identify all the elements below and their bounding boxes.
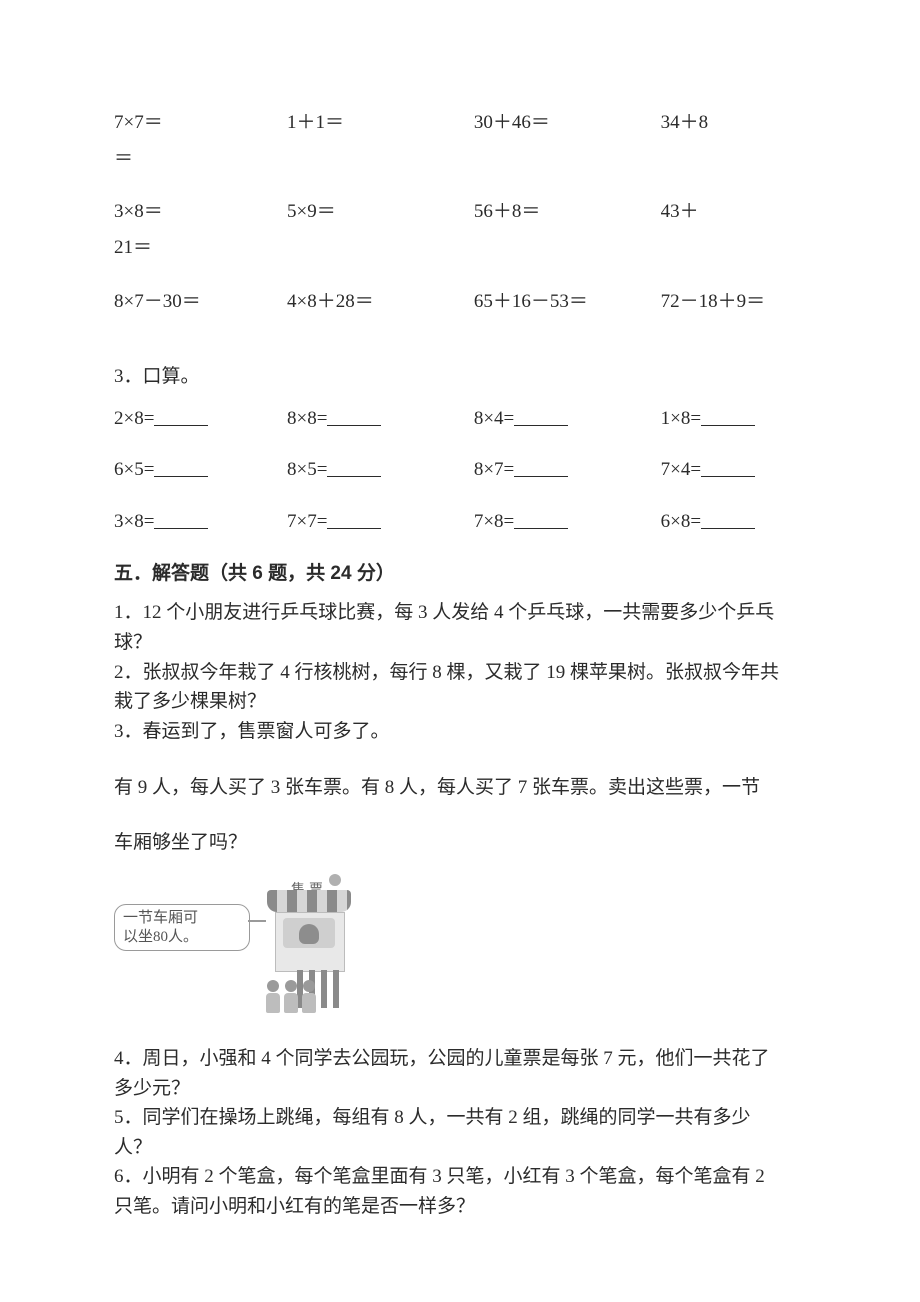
answer-blank: [514, 406, 568, 426]
worksheet-page: 7×7＝ 1＋1＝ 30＋46＝ 34＋8 ＝ 3×8＝ 5×9＝ 56＋8＝ …: [0, 0, 920, 1302]
expr-blank: 8×5=: [287, 455, 474, 483]
question-text: 2．张叔叔今年栽了 4 行核桃树，每行 8 棵，又栽了 19 棵苹果树。张叔叔今…: [114, 660, 806, 686]
expr-blank: 7×7=: [287, 507, 474, 535]
answer-blank: [327, 406, 381, 426]
expr-blank: 6×5=: [114, 455, 287, 483]
subsection-title: 3．口算。: [114, 364, 806, 390]
speech-text: 以坐80人。: [123, 928, 241, 948]
question-text: 人？: [114, 1135, 806, 1161]
speech-tail-icon: [248, 920, 266, 922]
answer-blank: [154, 509, 208, 529]
expr: 43＋: [661, 199, 806, 225]
sign-head-icon: [329, 874, 341, 886]
expr: 5×9＝: [287, 199, 474, 225]
speech-bubble: 一节车厢可 以坐80人。: [114, 904, 250, 951]
clerk-icon: [299, 924, 319, 944]
expr: 65＋16－53＝: [474, 289, 661, 315]
expr: 6×5=: [114, 459, 154, 480]
question-text: 球？: [114, 630, 806, 656]
expr: 56＋8＝: [474, 199, 661, 225]
expr-wrap: 21＝: [114, 235, 806, 261]
expr: 3×8＝: [114, 199, 287, 225]
expr: 7×8=: [474, 511, 514, 532]
question-text: 1．12 个小朋友进行乒乓球比赛，每 3 人发给 4 个乒乓球，一共需要多少个乒…: [114, 600, 806, 626]
expr: 8×7－30＝: [114, 289, 287, 315]
answer-blank: [701, 509, 755, 529]
answer-blank: [701, 457, 755, 477]
answer-blank: [327, 457, 381, 477]
arith-row: 3×8＝ 5×9＝ 56＋8＝ 43＋: [114, 199, 806, 225]
expr-blank: 6×8=: [661, 507, 806, 535]
question-text: 4．周日，小强和 4 个同学去公园玩，公园的儿童票是每张 7 元，他们一共花了: [114, 1046, 806, 1072]
expr: 1＋1＝: [287, 110, 474, 136]
child-icon: [264, 980, 282, 1014]
answer-blank: [327, 509, 381, 529]
question-text: 只笔。请问小明和小红有的笔是否一样多？: [114, 1194, 806, 1220]
question-text: 3．春运到了，售票窗人可多了。: [114, 719, 806, 745]
expr: 72－18＋9＝: [661, 289, 806, 315]
expr-wrap: ＝: [114, 146, 806, 172]
expr: 7×7＝: [114, 110, 287, 136]
question-text: 多少元？: [114, 1076, 806, 1102]
section-title: 五．解答题（共 6 题，共 24 分）: [114, 561, 806, 587]
expr: 8×8=: [287, 408, 327, 429]
booth-roof-icon: [267, 890, 351, 912]
arith-row: 6×5= 8×5= 8×7= 7×4=: [114, 455, 806, 483]
expr: 7×7=: [287, 511, 327, 532]
expr: 7×4=: [661, 459, 701, 480]
expr: 3×8=: [114, 511, 154, 532]
expr-blank: 1×8=: [661, 404, 806, 432]
arith-row: 3×8= 7×7= 7×8= 6×8=: [114, 507, 806, 535]
expr-blank: 8×4=: [474, 404, 661, 432]
answer-blank: [701, 406, 755, 426]
expr: 30＋46＝: [474, 110, 661, 136]
ticket-booth-illustration: 一节车厢可 以坐80人。 售票: [114, 886, 354, 1016]
arith-row: 8×7－30＝ 4×8＋28＝ 65＋16－53＝ 72－18＋9＝: [114, 289, 806, 315]
question-text: 栽了多少棵果树？: [114, 689, 806, 715]
question-text: 车厢够坐了吗？: [114, 830, 806, 856]
expr-blank: 3×8=: [114, 507, 287, 535]
expr: 8×4=: [474, 408, 514, 429]
child-icon: [282, 980, 300, 1014]
child-icon: [300, 980, 318, 1014]
expr: 34＋8: [661, 110, 806, 136]
expr-blank: 8×8=: [287, 404, 474, 432]
expr-blank: 2×8=: [114, 404, 287, 432]
expr: 8×5=: [287, 459, 327, 480]
question-text: 5．同学们在操场上跳绳，每组有 8 人，一共有 2 组，跳绳的同学一共有多少: [114, 1105, 806, 1131]
question-text: 6．小明有 2 个笔盒，每个笔盒里面有 3 只笔，小红有 3 个笔盒，每个笔盒有…: [114, 1164, 806, 1190]
expr: 4×8＋28＝: [287, 289, 474, 315]
arith-row: 2×8= 8×8= 8×4= 1×8=: [114, 404, 806, 432]
expr-blank: 7×4=: [661, 455, 806, 483]
arith-row: 7×7＝ 1＋1＝ 30＋46＝ 34＋8: [114, 110, 806, 136]
answer-blank: [154, 457, 208, 477]
answer-blank: [154, 406, 208, 426]
speech-text: 一节车厢可: [123, 909, 241, 929]
expr: 6×8=: [661, 511, 701, 532]
expr: 2×8=: [114, 408, 154, 429]
expr-blank: 8×7=: [474, 455, 661, 483]
expr-blank: 7×8=: [474, 507, 661, 535]
answer-blank: [514, 457, 568, 477]
expr: 8×7=: [474, 459, 514, 480]
expr: 1×8=: [661, 408, 701, 429]
question-text: 有 9 人，每人买了 3 张车票。有 8 人，每人买了 7 张车票。卖出这些票，…: [114, 775, 806, 801]
answer-blank: [514, 509, 568, 529]
